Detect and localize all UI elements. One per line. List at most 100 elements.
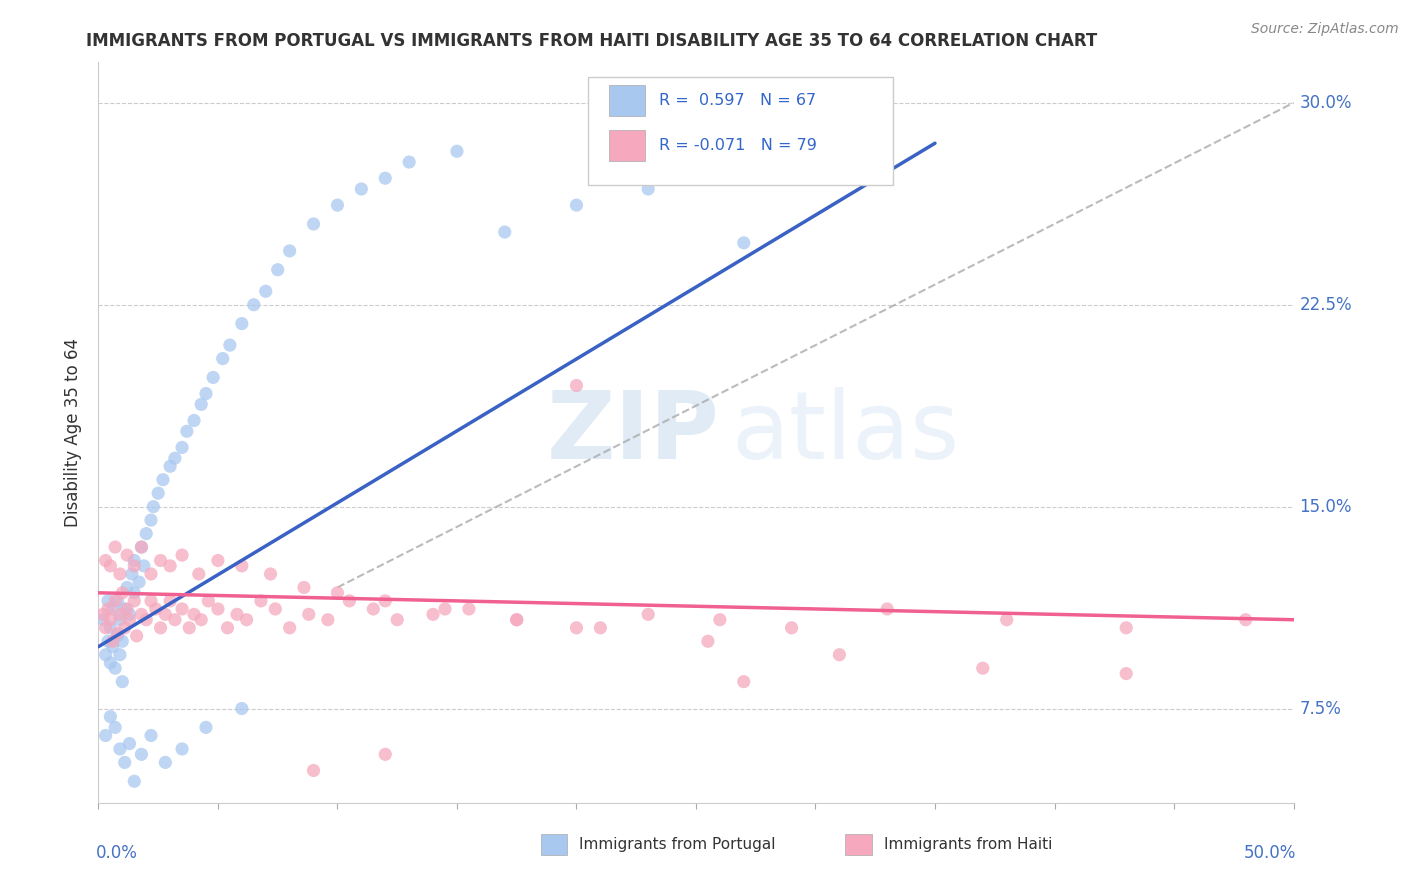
Point [780,621,803,635]
Text: Immigrants from Haiti: Immigrants from Haiti [883,837,1052,852]
Point [292,581,315,595]
Point [374,594,396,608]
Point [107,629,129,643]
Point [97,634,120,648]
Point [339,594,361,608]
Point [264,602,287,616]
Point [139,729,162,743]
Point [637,607,659,622]
Point [155,756,177,770]
Point [124,553,146,567]
Point [108,607,131,622]
Point [350,182,373,196]
Point [118,607,141,622]
Point [149,621,172,635]
Point [995,613,1018,627]
Point [128,575,150,590]
Point [149,553,172,567]
Point [697,634,720,648]
Point [159,594,181,608]
Point [108,648,131,662]
Point [250,594,273,608]
Point [302,217,325,231]
Point [972,661,994,675]
Point [101,602,124,616]
Point [104,594,127,608]
Point [139,594,162,608]
Point [97,602,120,616]
Point [131,540,153,554]
Point [115,581,138,595]
Text: Immigrants from Portugal: Immigrants from Portugal [579,837,775,852]
Point [139,513,162,527]
Point [124,558,146,573]
Point [876,602,898,616]
Point [385,613,409,627]
Point [302,764,325,778]
Point [243,298,266,312]
Point [172,742,194,756]
Point [131,747,153,762]
Point [458,602,481,616]
Point [637,182,659,196]
Point [145,602,167,616]
Point [709,613,731,627]
Point [104,540,127,554]
Point [172,441,194,455]
Point [131,540,153,554]
Point [111,634,134,648]
Point [94,621,117,635]
Point [155,607,177,622]
Point [219,338,242,352]
Point [98,621,122,635]
Bar [609,86,644,117]
Text: 0.0%: 0.0% [96,844,138,862]
Point [1234,613,1257,627]
Point [374,171,396,186]
Point [142,500,165,514]
Point [124,774,146,789]
Point [163,451,186,466]
Point [98,709,122,723]
Text: ZIP: ZIP [547,386,720,479]
Point [231,317,253,331]
Point [1115,621,1137,635]
Point [211,351,233,366]
Point [565,198,588,212]
Point [565,621,588,635]
Point [202,370,225,384]
Text: 7.5%: 7.5% [1299,699,1341,717]
Point [217,621,239,635]
Point [131,607,153,622]
Point [98,613,122,627]
Point [163,613,186,627]
Text: atlas: atlas [733,386,960,479]
Point [1115,666,1137,681]
Bar [609,130,644,161]
Point [195,720,218,734]
Point [278,621,301,635]
Point [179,621,201,635]
Point [254,285,277,299]
Point [733,235,755,250]
Point [135,526,157,541]
Point [111,586,134,600]
Point [187,566,209,581]
Point [94,729,117,743]
Text: 50.0%: 50.0% [1243,844,1296,862]
Bar [541,834,567,855]
Point [172,548,194,562]
Point [565,378,588,392]
Text: 22.5%: 22.5% [1299,296,1353,314]
Point [97,594,120,608]
Point [108,613,131,627]
Point [828,648,851,662]
Point [176,424,198,438]
Point [326,586,349,600]
Bar [845,834,872,855]
Point [125,629,148,643]
Point [107,626,129,640]
Text: R =  0.597   N = 67: R = 0.597 N = 67 [659,94,815,109]
Point [506,613,529,627]
Point [494,225,516,239]
